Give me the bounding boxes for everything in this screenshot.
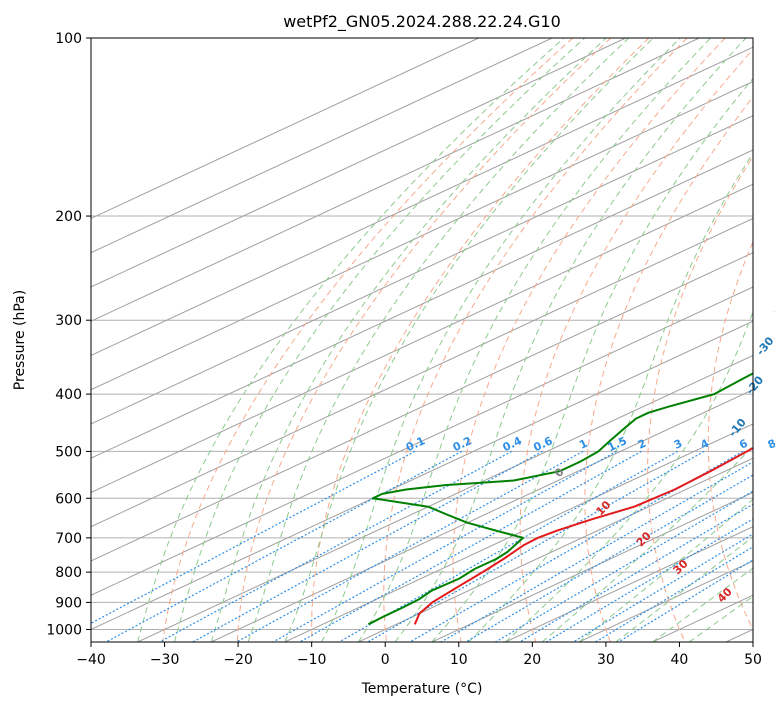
y-tick-label: 100: [55, 31, 82, 47]
mixing-ratio-line: [236, 450, 584, 642]
isotherm-line: [91, 183, 753, 494]
mixing-ratio-line: [495, 490, 753, 642]
y-tick-label: 200: [55, 209, 82, 225]
mixing-ratio-line: [159, 450, 512, 642]
mixing-ratio-line: [192, 450, 543, 642]
isotherm-line: [91, 149, 753, 459]
x-tick-label: 20: [523, 652, 541, 668]
moist-adiabat-line: [689, 595, 753, 642]
y-tick-label: 400: [55, 387, 82, 403]
isotherm-line: [358, 457, 753, 642]
x-tick-label: 0: [381, 652, 390, 668]
mixing-ratio-line: [299, 450, 642, 642]
x-axis-title: Temperature (°C): [361, 681, 483, 697]
isotherm-line: [91, 38, 626, 288]
dry-adiabat-line: [707, 240, 753, 631]
mixing-ratio-line: [465, 474, 753, 642]
dry-adiabat-line: [236, 38, 612, 642]
y-axis-title: Pressure (hPa): [12, 290, 28, 390]
isotherm-line: [91, 38, 479, 220]
moist-adiabat-line: [284, 38, 654, 642]
dry-adiabat-line: [452, 38, 726, 642]
mixing-ratio-line: [272, 450, 617, 642]
x-tick-label: 30: [597, 652, 615, 668]
isotherm-line: [284, 423, 753, 642]
dewpoint-profile-line: [367, 372, 753, 626]
mixing-ratio-line: [519, 503, 753, 642]
isotherm-line: [91, 46, 753, 357]
mixing-ratio-line: [440, 461, 753, 642]
moist-adiabat-line: [247, 38, 630, 642]
chart-title: wetPf2_GN05.2024.288.22.24.G10: [283, 12, 561, 32]
profile-lines: [367, 372, 753, 626]
y-tick-label: 900: [55, 595, 82, 611]
mixing-ratio-label: 8: [766, 437, 775, 452]
moist-adiabat-line: [652, 567, 753, 642]
axes: −40 −30 −20 −10 0 10 20 30 40 50 1000 900 800 700 600 5…: [46, 31, 762, 668]
mixing-ratio-line: [595, 546, 753, 642]
moist-adiabat-line: [137, 38, 565, 642]
isotherm-line: [91, 38, 553, 254]
isotherm-line: [137, 354, 753, 642]
x-tick-label: 50: [744, 652, 762, 668]
dry-adiabat-line: [162, 38, 574, 642]
plot-frame: [90, 37, 754, 643]
isotherm-line: [431, 491, 753, 642]
moist-adiabat-line: [505, 310, 753, 642]
y-tick-label: 300: [55, 313, 82, 329]
x-tick-label: −10: [297, 652, 327, 668]
isotherm-line: [210, 389, 753, 642]
moist-adiabat-line: [173, 38, 586, 642]
moist-adiabat-line: [357, 38, 711, 642]
dry-adiabat-line: [584, 96, 753, 642]
y-tick-label: 500: [55, 444, 82, 460]
dry-adiabat-line: [647, 155, 753, 642]
isotherm-line: [91, 80, 753, 391]
mixing-ratio-line: [105, 450, 463, 642]
dry-adiabat-line: [311, 38, 650, 642]
dry-adiabat-label: -40: [769, 293, 775, 317]
isotherm-line: [91, 217, 753, 528]
moist-adiabat-line: [394, 38, 747, 642]
isotherm-line: [91, 320, 753, 631]
isotherm-line: [91, 252, 753, 562]
moist-adiabat-line: [468, 152, 753, 642]
mixing-ratio-line: [367, 450, 705, 642]
isotherm-line: [91, 286, 753, 596]
y-tick-label: 600: [55, 491, 82, 507]
moist-adiabat-line: [431, 77, 753, 642]
moist-adiabat-line: [321, 38, 681, 642]
y-tick-label: 800: [55, 565, 82, 581]
dry-adiabat-line: [383, 38, 688, 642]
isotherm-line: [505, 526, 753, 642]
x-tick-label: 40: [670, 652, 688, 668]
y-tick-label: 1000: [46, 623, 82, 639]
isotherm-line: [91, 38, 700, 322]
x-tick-label: −40: [76, 652, 106, 668]
x-tick-label: 10: [450, 652, 468, 668]
temperature-profile-line: [413, 446, 753, 625]
moist-adiabat-line: [210, 38, 607, 642]
y-tick-label: 700: [55, 531, 82, 547]
x-tick-label: −20: [223, 652, 253, 668]
x-tick-label: −30: [150, 652, 180, 668]
isotherm-line: [91, 115, 753, 425]
background-lines: [91, 38, 753, 642]
